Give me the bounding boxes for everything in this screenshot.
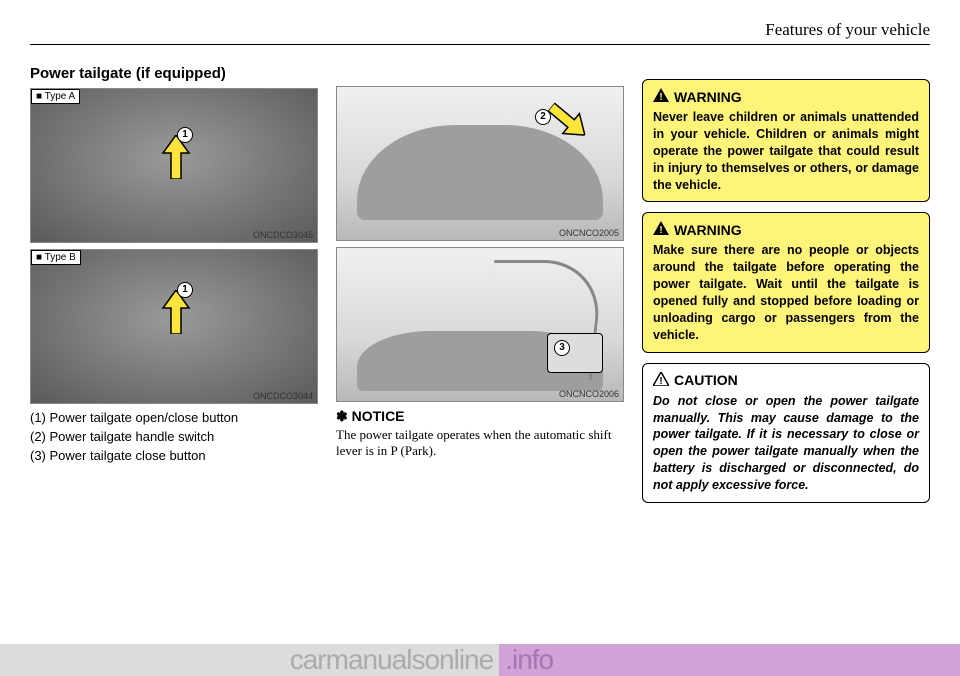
figure-code-b: ONCDCO3044 bbox=[253, 391, 313, 401]
svg-text:!: ! bbox=[659, 92, 662, 102]
callout-number-1a: 1 bbox=[177, 127, 193, 143]
warning-title-2: WARNING bbox=[674, 222, 742, 238]
watermark-left: carmanualsonline bbox=[0, 644, 499, 676]
warning-body-1: Never leave children or animals unattend… bbox=[653, 109, 919, 193]
header-title: Features of your vehicle bbox=[765, 20, 930, 39]
watermark-right: .info bbox=[499, 644, 960, 676]
caution-box: ! CAUTION Do not close or open the power… bbox=[642, 363, 930, 503]
figure-rear-exterior: 2 ONCNCO2005 bbox=[336, 86, 624, 241]
figure-code-c: ONCNCO2005 bbox=[559, 228, 619, 238]
figure-tailgate-open: 3 ONCNCO2006 bbox=[336, 247, 624, 402]
notice-star-icon: ✽ bbox=[336, 408, 348, 424]
page-header: Features of your vehicle bbox=[30, 20, 930, 45]
warning-icon: ! bbox=[653, 221, 669, 238]
legend-item-1: (1) Power tailgate open/close button bbox=[30, 410, 318, 425]
callout-number-1b: 1 bbox=[177, 282, 193, 298]
caution-icon: ! bbox=[653, 372, 669, 389]
warning-icon: ! bbox=[653, 88, 669, 105]
figure-type-a: ■ Type A 1 ONCDCO3045 bbox=[30, 88, 318, 243]
figure-type-b: ■ Type B 1 ONCDCO3044 bbox=[30, 249, 318, 404]
warning-box-2: ! WARNING Make sure there are no people … bbox=[642, 212, 930, 352]
legend-item-3: (3) Power tailgate close button bbox=[30, 448, 318, 463]
legend-item-2: (2) Power tailgate handle switch bbox=[30, 429, 318, 444]
notice-title: NOTICE bbox=[352, 408, 405, 424]
svg-text:!: ! bbox=[659, 376, 662, 386]
caution-title: CAUTION bbox=[674, 372, 738, 388]
caution-body: Do not close or open the power tailgate … bbox=[653, 393, 919, 494]
warning-body-2: Make sure there are no people or objects… bbox=[653, 242, 919, 343]
callout-number-2: 2 bbox=[535, 109, 551, 125]
svg-text:!: ! bbox=[659, 225, 662, 235]
figure-code-a: ONCDCO3045 bbox=[253, 230, 313, 240]
watermark: carmanualsonline .info bbox=[0, 644, 960, 676]
notice-heading: ✽ NOTICE bbox=[336, 408, 624, 425]
figure-label-type-a: ■ Type A bbox=[31, 89, 80, 104]
callout-number-3: 3 bbox=[554, 340, 570, 356]
notice-body: The power tailgate operates when the aut… bbox=[336, 427, 624, 459]
section-heading: Power tailgate (if equipped) bbox=[30, 65, 318, 82]
warning-box-1: ! WARNING Never leave children or animal… bbox=[642, 79, 930, 202]
figure-label-type-b: ■ Type B bbox=[31, 250, 81, 265]
figure-code-d: ONCNCO2006 bbox=[559, 389, 619, 399]
warning-title-1: WARNING bbox=[674, 89, 742, 105]
